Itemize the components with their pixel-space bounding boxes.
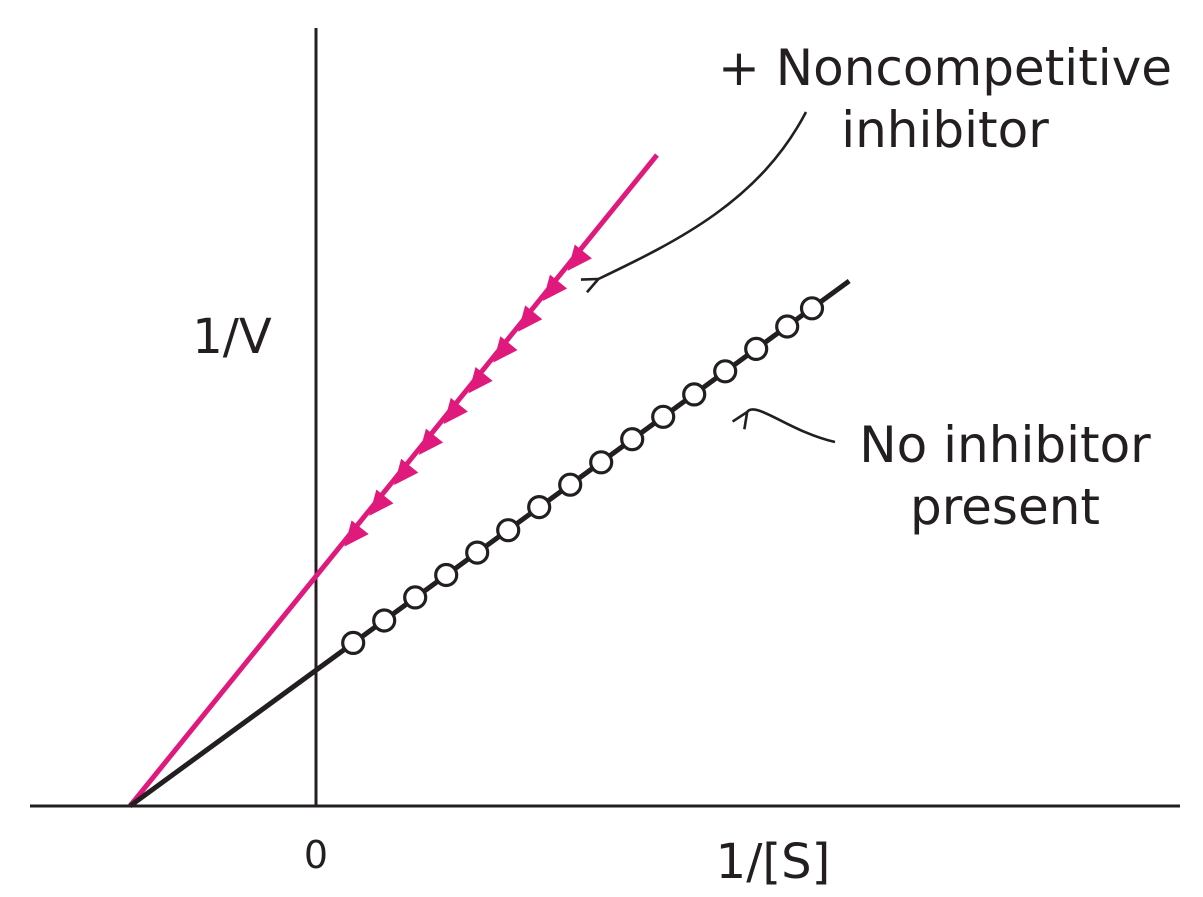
data-point-uninhibited: [589, 450, 614, 475]
data-point-inhibited: [517, 305, 543, 332]
data-point-uninhibited: [465, 540, 490, 565]
data-point-inhibited: [567, 244, 592, 271]
series-lines: [128, 153, 851, 809]
annotation-uninhibited: No inhibitor present: [859, 416, 1151, 536]
axes: [30, 28, 1180, 808]
x-tick-label: 0: [304, 833, 328, 877]
data-point-uninhibited: [775, 314, 800, 339]
data-point-uninhibited: [403, 585, 428, 610]
data-point-inhibited: [493, 336, 518, 363]
data-point-uninhibited: [713, 359, 738, 384]
series-markers: [341, 244, 825, 656]
data-point-uninhibited: [651, 404, 676, 429]
data-point-uninhibited: [527, 495, 552, 520]
data-point-uninhibited: [799, 296, 825, 321]
annotations: + Noncompetitive inhibitor No inhibitor pre…: [598, 39, 1172, 536]
data-point-uninhibited: [341, 630, 366, 656]
y-axis-label: 1/V: [192, 309, 272, 365]
data-point-inhibited: [369, 489, 394, 516]
data-point-inhibited: [418, 428, 444, 455]
annotation-inhibited: + Noncompetitive inhibitor: [718, 39, 1172, 159]
x-axis-label: 1/[S]: [716, 834, 831, 890]
data-point-uninhibited: [496, 518, 521, 543]
data-point-uninhibited: [620, 427, 645, 452]
data-point-uninhibited: [682, 382, 707, 407]
data-point-inhibited: [393, 458, 419, 486]
tick-labels: 0: [304, 833, 328, 877]
data-point-inhibited: [468, 367, 493, 394]
data-point-uninhibited: [558, 472, 583, 497]
annotation-arrow-inhibited: [598, 111, 808, 279]
data-point-uninhibited: [372, 608, 397, 633]
data-point-inhibited: [344, 520, 369, 547]
annotation-arrow-uninhibited: [747, 408, 836, 444]
data-point-uninhibited: [744, 336, 769, 361]
series-line-inhibited: [128, 153, 659, 808]
data-point-uninhibited: [434, 562, 459, 588]
data-point-inhibited: [443, 397, 468, 425]
data-point-inhibited: [542, 274, 568, 301]
